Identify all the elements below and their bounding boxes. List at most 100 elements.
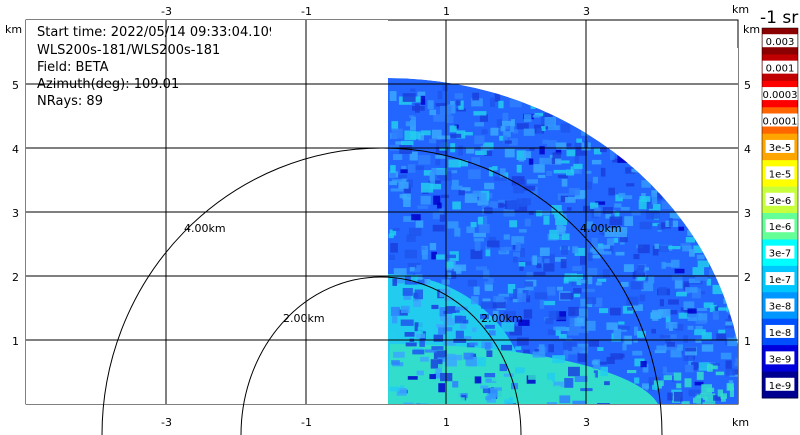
sector-cell (429, 243, 437, 251)
sector-cell (403, 402, 414, 404)
sector-cell (526, 404, 538, 413)
sector-cell (640, 361, 647, 368)
sector-cell (482, 298, 491, 303)
sector-cell (503, 135, 508, 144)
sector-cell (446, 306, 456, 313)
sector-cell (419, 337, 425, 347)
sector-cell (533, 164, 545, 173)
sector-cell (467, 279, 477, 287)
sector-cell (420, 403, 431, 404)
sector-cell (524, 114, 532, 122)
sector-cell (648, 381, 655, 391)
sector-cell (685, 236, 695, 243)
sector-cell (479, 114, 488, 122)
sector-cell (614, 203, 622, 208)
sector-cell (390, 165, 396, 173)
sector-cell (389, 254, 395, 260)
sector-cell (614, 211, 620, 219)
sector-cell (573, 279, 582, 285)
sector-cell (557, 316, 567, 320)
sector-cell (571, 278, 577, 286)
sector-cell (587, 267, 598, 276)
sector-cell (664, 262, 674, 267)
sector-cell (695, 275, 708, 281)
sector-cell (418, 319, 431, 330)
sector-cell (471, 371, 482, 377)
colorbar-label: 3e-6 (769, 196, 792, 207)
sector-cell (606, 356, 615, 364)
sector-cell (610, 396, 622, 401)
sector-cell (615, 251, 625, 256)
sector-cell (630, 304, 643, 311)
right-tick-4: 4 (744, 143, 751, 156)
sector-cell (597, 347, 604, 351)
sector-cell (389, 333, 397, 341)
sector-cell (591, 159, 602, 165)
sector-cell (572, 400, 586, 404)
sector-cell (564, 273, 577, 282)
left-tick-3: 3 (12, 207, 19, 220)
sector-cell (615, 194, 623, 202)
colorbar-label: 0.0001 (763, 117, 798, 128)
sector-cell (442, 327, 453, 332)
colorbar-frame (761, 27, 799, 399)
sector-cell (488, 277, 494, 283)
sector-cell (583, 205, 596, 212)
sector-cell (484, 182, 495, 190)
sector-cell (598, 361, 607, 365)
sector-cell (402, 288, 413, 296)
sector-cell (484, 342, 491, 350)
sector-cell (411, 165, 425, 171)
sector-cell (418, 133, 424, 141)
sector-cell (504, 386, 514, 394)
sector-cell (543, 263, 555, 272)
sector-cell (566, 143, 572, 147)
sector-cell (435, 155, 447, 159)
sector-cell (407, 164, 416, 173)
sector-cell (503, 172, 509, 180)
sector-cell (548, 125, 560, 131)
sector-cell (503, 311, 516, 318)
sector-cell (405, 342, 417, 347)
sector-cell (456, 397, 465, 402)
sector-cell (694, 329, 706, 336)
sector-cell (512, 298, 520, 303)
sector-cell (682, 245, 692, 252)
sector-cell (534, 292, 548, 300)
sector-cell (548, 344, 554, 353)
sector-cell (518, 319, 530, 326)
sector-cell (504, 140, 512, 144)
sector-cell (498, 199, 511, 205)
sector-cell (599, 308, 609, 314)
sector-cell (513, 184, 525, 194)
sector-cell (524, 281, 534, 287)
right-tick-2: 2 (744, 271, 751, 284)
colorbar-label: 1e-6 (769, 222, 792, 233)
sector-cell (503, 131, 511, 138)
sector-cell (530, 366, 536, 372)
sector-cell (486, 350, 493, 357)
sector-cell (567, 330, 579, 336)
colorbar-label: 0.0003 (763, 90, 798, 101)
sector-cell (438, 325, 446, 335)
sector-cell (654, 349, 666, 354)
sector-cell (407, 262, 421, 268)
sector-cell (662, 366, 667, 375)
sector-cell (661, 201, 675, 209)
sector-cell (625, 167, 636, 174)
sector-cell (613, 237, 619, 243)
sector-cell (522, 295, 531, 303)
sector-cell (574, 142, 587, 149)
sector-cell (536, 263, 542, 269)
ring-label-4km-right: 4.00km (580, 222, 622, 235)
sector-cell (697, 260, 710, 268)
sector-cell (490, 387, 502, 398)
sector-cell (388, 233, 394, 239)
sector-cell (464, 132, 473, 136)
sector-cell (414, 289, 423, 300)
sector-cell (569, 324, 581, 332)
sector-cell (622, 343, 627, 351)
sector-cell (593, 147, 602, 155)
info-panel: Start time: 2022/05/14 09:33:04.109 WLS2… (26, 20, 271, 115)
sector-cell (728, 380, 734, 384)
